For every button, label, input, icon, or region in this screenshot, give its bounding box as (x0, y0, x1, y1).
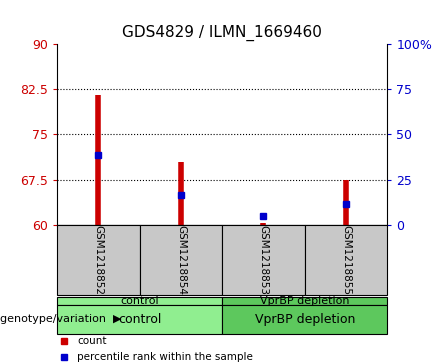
Text: GSM1218853: GSM1218853 (258, 225, 268, 295)
Text: percentile rank within the sample: percentile rank within the sample (77, 352, 253, 362)
Text: VprBP depletion: VprBP depletion (254, 313, 355, 326)
Text: control: control (121, 295, 159, 306)
Bar (222, 225, 305, 295)
Text: GSM1218854: GSM1218854 (176, 225, 186, 295)
Bar (222, 305, 387, 334)
Bar (222, 297, 387, 305)
Text: control: control (118, 313, 161, 326)
Title: GDS4829 / ILMN_1669460: GDS4829 / ILMN_1669460 (122, 25, 322, 41)
Text: count: count (77, 336, 106, 346)
Bar (140, 225, 222, 295)
Bar (57, 225, 140, 295)
Bar (305, 225, 387, 295)
Text: genotype/variation  ▶: genotype/variation ▶ (0, 314, 121, 325)
Text: GSM1218852: GSM1218852 (93, 225, 103, 295)
Text: VprBP depletion: VprBP depletion (260, 295, 349, 306)
Text: GSM1218855: GSM1218855 (341, 225, 351, 295)
Bar (57, 305, 222, 334)
Bar (57, 297, 222, 305)
